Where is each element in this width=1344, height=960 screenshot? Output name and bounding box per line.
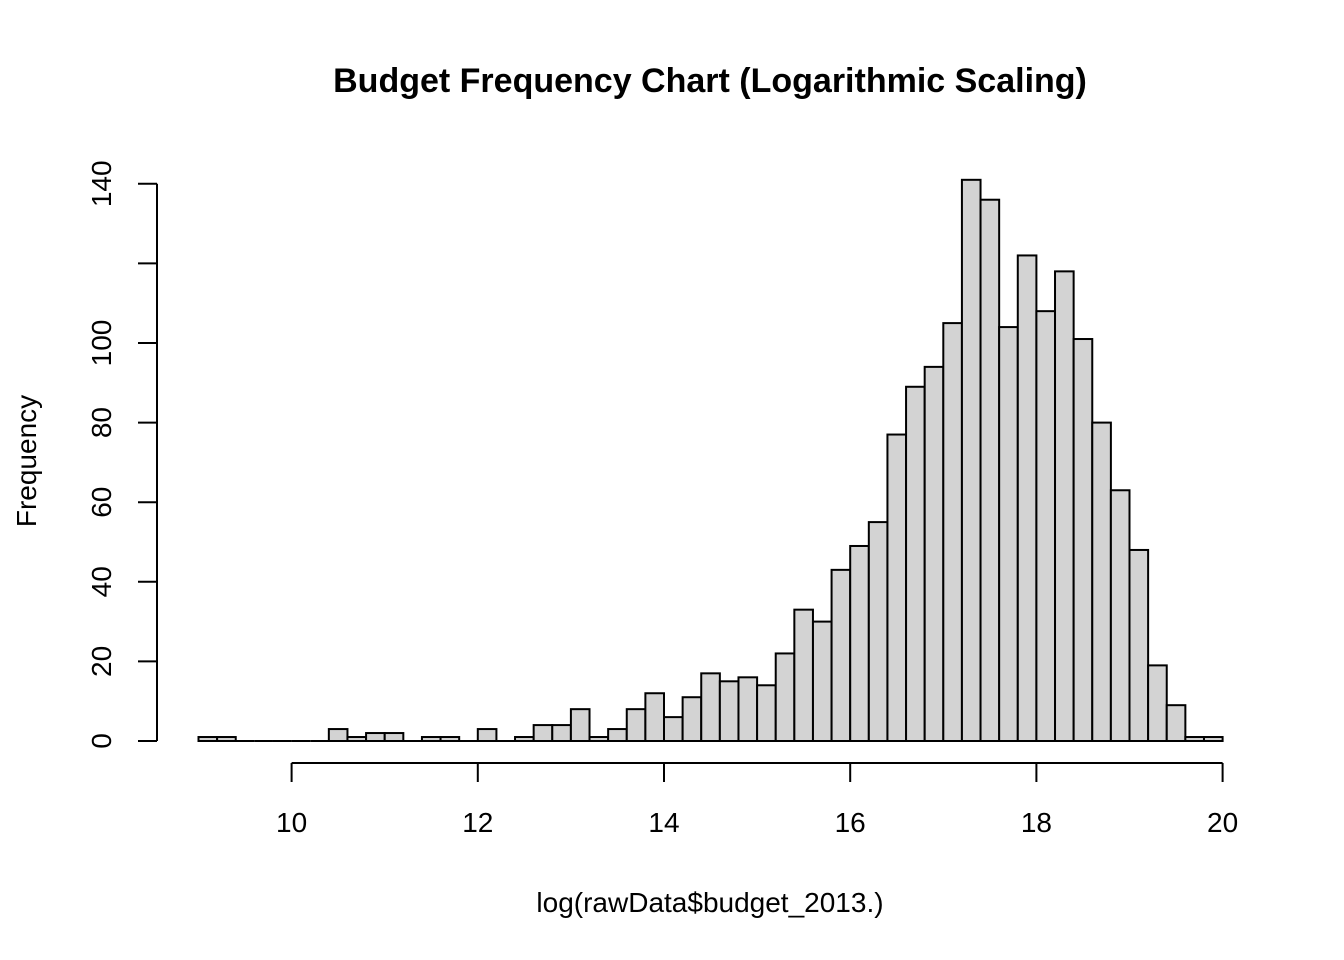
histogram-bar: [681, 696, 703, 742]
histogram-bar: [849, 544, 870, 742]
histogram-bar: [551, 724, 572, 743]
histogram-bar: [327, 728, 349, 742]
y-tick-label: 80: [86, 407, 117, 438]
histogram-bar: [1165, 704, 1187, 742]
histogram-bar: [532, 724, 554, 743]
x-tick-label: 12: [462, 807, 493, 838]
histogram-bar: [886, 433, 908, 742]
histogram-bar: [979, 198, 1001, 743]
histogram-bar: [700, 672, 721, 743]
histogram-bar: [737, 676, 759, 743]
histogram-bar: [1184, 736, 1205, 743]
histogram-bar: [1035, 310, 1057, 742]
y-axis: 0 20 40 60 80 100 140: [86, 160, 158, 749]
histogram-bar: [942, 322, 963, 742]
histogram-bar: [756, 684, 777, 743]
histogram-bar: [420, 736, 442, 743]
y-axis-label: Frequency: [11, 395, 42, 527]
histogram-bar: [1109, 489, 1131, 743]
histogram-bar: [1016, 254, 1038, 742]
histogram-bar: [998, 326, 1019, 742]
y-tick-label: 60: [86, 487, 117, 518]
histogram-bar: [1128, 548, 1150, 743]
histogram-bar: [1054, 270, 1075, 742]
histogram-bar: [216, 736, 237, 743]
y-tick-label: 0: [86, 733, 117, 749]
histogram-bar: [718, 680, 740, 742]
histogram-bar: [625, 708, 647, 742]
x-tick-label: 18: [1021, 807, 1052, 838]
histogram-bar: [644, 692, 666, 742]
x-tick-label: 20: [1207, 807, 1238, 838]
x-tick-label: 16: [835, 807, 866, 838]
histogram-bar: [514, 736, 535, 743]
x-axis: 10 12 14 16 18 20: [276, 762, 1238, 838]
histogram-bar: [197, 736, 219, 743]
histogram-bar: [811, 620, 833, 742]
histogram-bar: [439, 736, 461, 743]
histogram-bar: [476, 728, 498, 742]
histogram-bar: [923, 365, 945, 742]
histogram-bar: [793, 608, 814, 742]
histogram-bar: [1072, 338, 1094, 742]
y-tick-label: 140: [86, 160, 117, 207]
histogram-bars: [197, 178, 1224, 743]
histogram-bar: [365, 732, 386, 742]
histogram-bar: [905, 385, 926, 742]
histogram-bar: [830, 568, 852, 742]
histogram-bar: [346, 736, 368, 743]
histogram-bar: [569, 708, 591, 742]
histogram-bar: [663, 716, 684, 742]
y-tick-label: 100: [86, 320, 117, 367]
histogram-bar: [960, 178, 982, 742]
x-tick-label: 14: [648, 807, 679, 838]
histogram-bar: [774, 652, 796, 742]
histogram-bar: [867, 521, 889, 742]
histogram-bar: [607, 728, 628, 742]
y-tick-label: 20: [86, 646, 117, 677]
x-axis-label: log(rawData$budget_2013.): [536, 887, 883, 918]
x-tick-label: 10: [276, 807, 307, 838]
histogram-bar: [1147, 664, 1168, 743]
histogram-bar: [383, 732, 405, 742]
chart-title: Budget Frequency Chart (Logarithmic Scal…: [333, 62, 1087, 100]
histogram-bar: [1202, 736, 1224, 743]
histogram-bar: [1091, 421, 1112, 742]
histogram-bar: [588, 736, 610, 743]
y-tick-label: 40: [86, 566, 117, 597]
